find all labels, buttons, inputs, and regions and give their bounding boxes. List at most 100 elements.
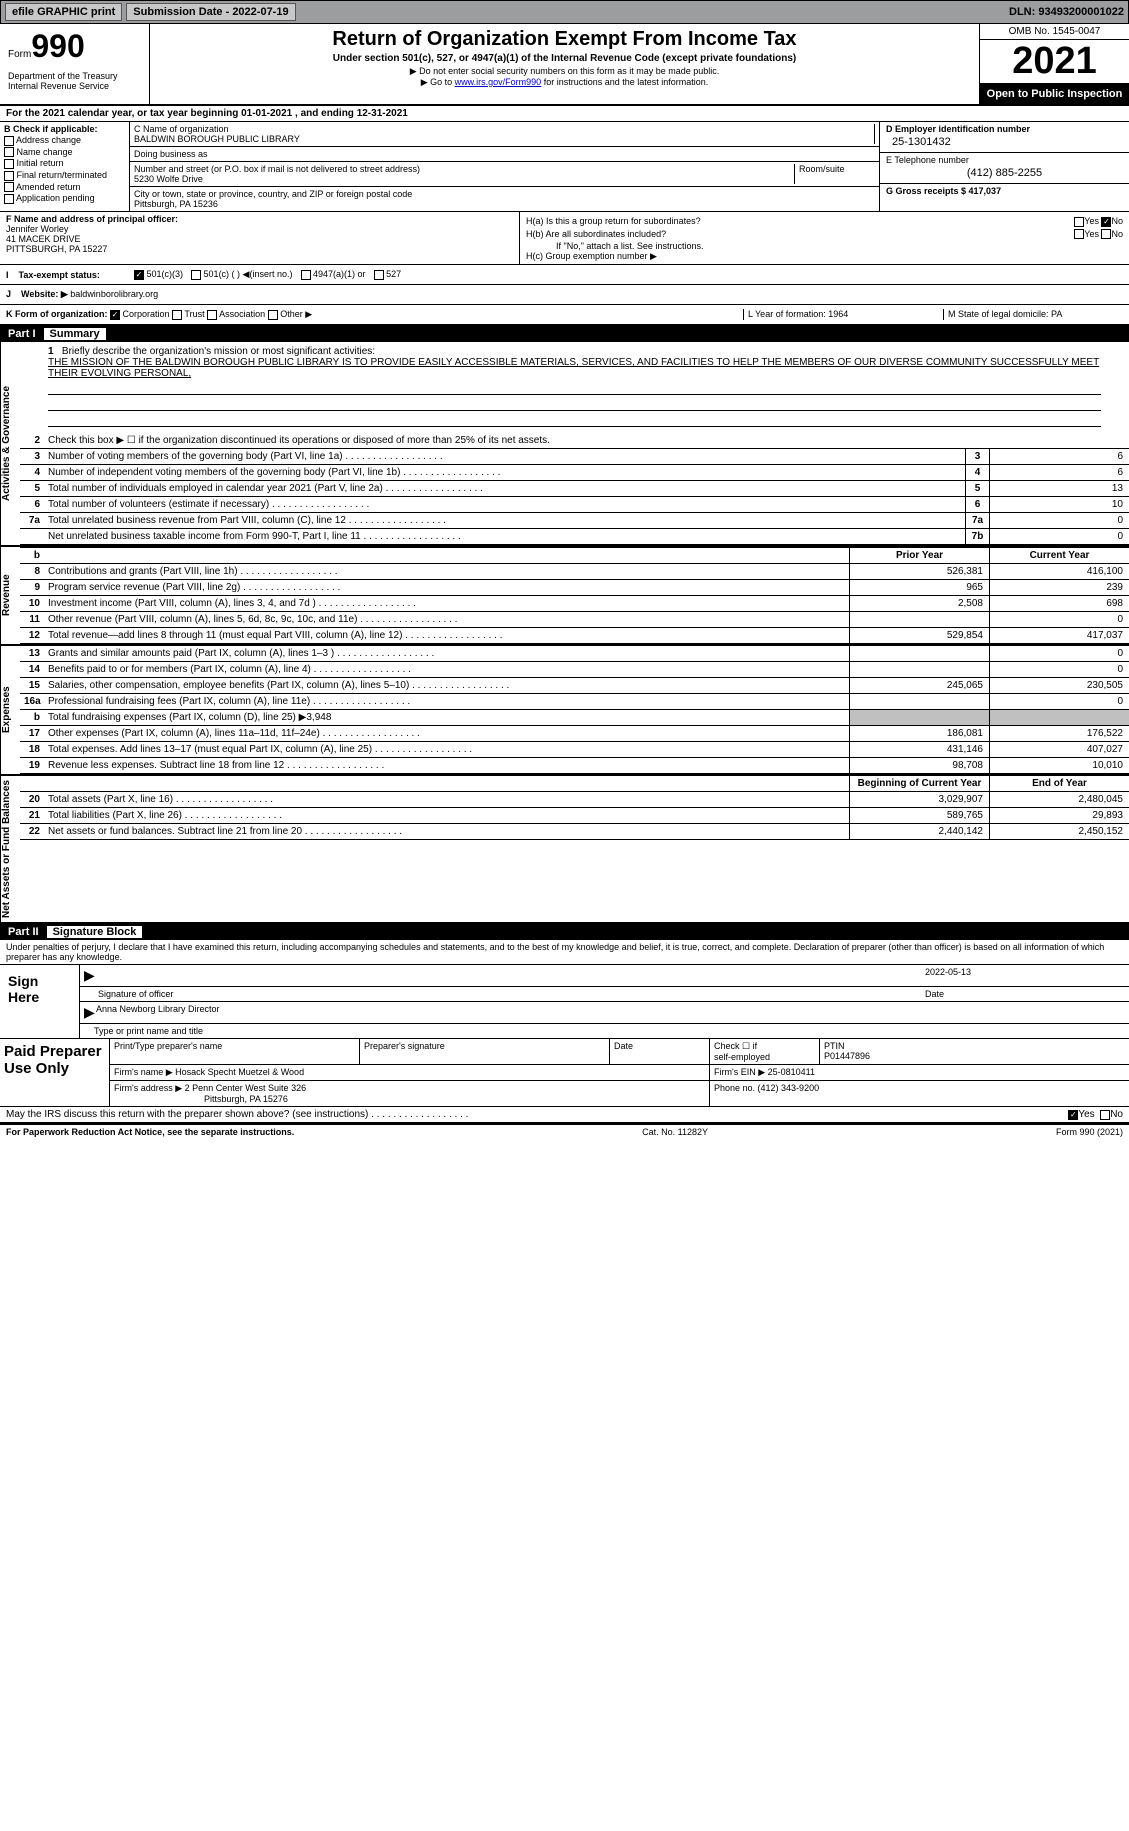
section-k: K Form of organization: ✓ Corporation Tr… — [0, 305, 1129, 326]
summary-row: 13Grants and similar amounts paid (Part … — [20, 646, 1129, 662]
section-j: J Website: ▶ baldwinborolibrary.org — [0, 285, 1129, 305]
summary-row: 11Other revenue (Part VIII, column (A), … — [20, 612, 1129, 628]
chk-initial[interactable]: Initial return — [4, 158, 125, 169]
ptin-hdr: PTINP01447896 — [820, 1039, 1129, 1064]
website-value: baldwinborolibrary.org — [70, 289, 158, 299]
irs-link[interactable]: www.irs.gov/Form990 — [455, 77, 542, 87]
chk-pending[interactable]: Application pending — [4, 193, 125, 204]
summary-row: 7aTotal unrelated business revenue from … — [20, 513, 1129, 529]
expenses-section: Expenses 13Grants and similar amounts pa… — [0, 646, 1129, 776]
part2-header: Part II Signature Block — [0, 924, 1129, 940]
prep-sig-hdr: Preparer's signature — [360, 1039, 610, 1064]
vtab-revenue: Revenue — [0, 547, 20, 644]
summary-row: 9Program service revenue (Part VIII, lin… — [20, 580, 1129, 596]
website-label: Website: ▶ — [21, 289, 68, 299]
col-b: B Check if applicable: Address change Na… — [0, 122, 130, 211]
opt-501c3[interactable]: ✓ 501(c)(3) — [134, 269, 183, 280]
summary-row: 18Total expenses. Add lines 13–17 (must … — [20, 742, 1129, 758]
summary-row: 20Total assets (Part X, line 16)3,029,90… — [20, 792, 1129, 808]
col-h: H(a) Is this a group return for subordin… — [520, 212, 1129, 264]
footer-mid: Cat. No. 11282Y — [642, 1127, 708, 1137]
summary-row: 5Total number of individuals employed in… — [20, 481, 1129, 497]
header-right: OMB No. 1545-0047 2021 Open to Public In… — [979, 24, 1129, 104]
summary-row: 15Salaries, other compensation, employee… — [20, 678, 1129, 694]
name-label: C Name of organization — [134, 124, 870, 134]
chk-name[interactable]: Name change — [4, 147, 125, 158]
vtab-expenses: Expenses — [0, 646, 20, 774]
vtab-netassets: Net Assets or Fund Balances — [0, 776, 20, 922]
dln: DLN: 93493200001022 — [1009, 6, 1124, 18]
part1-header: Part I Summary — [0, 326, 1129, 342]
chk-amended[interactable]: Amended return — [4, 182, 125, 193]
omb-number: OMB No. 1545-0047 — [980, 24, 1129, 40]
city-value: Pittsburgh, PA 15236 — [134, 199, 875, 209]
ein-value: 25-1301432 — [886, 134, 1123, 150]
form-header: Form990 Department of the Treasury Inter… — [0, 24, 1129, 106]
header-subtitle: Under section 501(c), 527, or 4947(a)(1)… — [154, 53, 975, 64]
form-id-box: Form990 Department of the Treasury Inter… — [0, 24, 150, 104]
summary-row: 14Benefits paid to or for members (Part … — [20, 662, 1129, 678]
org-name: BALDWIN BOROUGH PUBLIC LIBRARY — [134, 134, 870, 144]
summary-row: 19Revenue less expenses. Subtract line 1… — [20, 758, 1129, 774]
summary-row: 16aProfessional fundraising fees (Part I… — [20, 694, 1129, 710]
summary-row: 10Investment income (Part VIII, column (… — [20, 596, 1129, 612]
part1-label: Part I — [0, 326, 44, 342]
signature-declaration: Under penalties of perjury, I declare th… — [0, 940, 1129, 964]
summary-row: 6Total number of volunteers (estimate if… — [20, 497, 1129, 513]
discuss-no[interactable]: No — [1100, 1109, 1123, 1120]
opt-501c[interactable]: 501(c) ( ) ◀(insert no.) — [191, 269, 292, 280]
hb-label: H(b) Are all subordinates included? — [526, 229, 666, 240]
prep-name-hdr: Print/Type preparer's name — [110, 1039, 360, 1064]
efile-button[interactable]: efile GRAPHIC print — [5, 3, 122, 21]
chk-address[interactable]: Address change — [4, 135, 125, 146]
k-label: K Form of organization: — [6, 309, 108, 319]
footer-right: Form 990 (2021) — [1056, 1127, 1123, 1137]
summary-row: 3Number of voting members of the governi… — [20, 449, 1129, 465]
submission-date: Submission Date - 2022-07-19 — [126, 3, 295, 21]
paid-preparer-row: Paid Preparer Use Only Print/Type prepar… — [0, 1038, 1129, 1106]
section-i: I Tax-exempt status: ✓ 501(c)(3) 501(c) … — [0, 265, 1129, 285]
col-d: D Employer identification number 25-1301… — [879, 122, 1129, 211]
form-label: Form — [8, 49, 31, 60]
line-a: For the 2021 calendar year, or tax year … — [0, 106, 1129, 122]
hc-label: H(c) Group exemption number ▶ — [526, 251, 1123, 262]
col-f: F Name and address of principal officer:… — [0, 212, 520, 264]
paid-preparer-label: Paid Preparer Use Only — [0, 1039, 110, 1106]
summary-row: 21Total liabilities (Part X, line 26)589… — [20, 808, 1129, 824]
officer-name: Jennifer Worley — [6, 224, 513, 234]
opt-trust[interactable]: Trust — [172, 309, 205, 319]
note2-post: for instructions and the latest informat… — [541, 77, 708, 87]
ein-label: D Employer identification number — [886, 124, 1123, 134]
form-number: 990 — [31, 28, 84, 64]
part2-title: Signature Block — [47, 926, 143, 938]
header-center: Return of Organization Exempt From Incom… — [150, 24, 979, 104]
summary-row: 4Number of independent voting members of… — [20, 465, 1129, 481]
opt-527[interactable]: 527 — [374, 269, 402, 280]
page-footer: For Paperwork Reduction Act Notice, see … — [0, 1123, 1129, 1139]
summary-row: 8Contributions and grants (Part VIII, li… — [20, 564, 1129, 580]
opt-corp[interactable]: ✓ Corporation — [110, 309, 170, 319]
discuss-yes[interactable]: ✓Yes — [1068, 1109, 1094, 1120]
opt-assoc[interactable]: Association — [207, 309, 265, 319]
part2-label: Part II — [0, 924, 47, 940]
gross-receipts: G Gross receipts $ 417,037 — [880, 184, 1129, 198]
officer-addr2: PITTSBURGH, PA 15227 — [6, 244, 513, 254]
firm-ein: Firm's EIN ▶ 25-0810411 — [710, 1065, 1129, 1080]
street-address: 5230 Wolfe Drive — [134, 174, 790, 184]
hb-answers: Yes No — [1074, 229, 1123, 240]
firm-address: Firm's address ▶ 2 Penn Center West Suit… — [110, 1081, 710, 1106]
addr-label: Number and street (or P.O. box if mail i… — [134, 164, 790, 174]
firm-name: Firm's name ▶ Hosack Specht Muetzel & Wo… — [110, 1065, 710, 1080]
officer-addr1: 41 MACEK DRIVE — [6, 234, 513, 244]
tax-year: 2021 — [980, 40, 1129, 84]
opt-other[interactable]: Other ▶ — [268, 309, 312, 319]
summary-row: 17Other expenses (Part IX, column (A), l… — [20, 726, 1129, 742]
chk-final[interactable]: Final return/terminated — [4, 170, 125, 181]
hb-note: If "No," attach a list. See instructions… — [526, 241, 1123, 251]
phone-value: (412) 885-2255 — [886, 165, 1123, 181]
sign-here-label: Sign Here — [0, 965, 80, 1038]
room-label: Room/suite — [795, 164, 875, 184]
prior-year-hdr: Prior Year — [849, 548, 989, 563]
summary-row: 2Check this box ▶ ☐ if the organization … — [20, 433, 1129, 449]
opt-4947[interactable]: 4947(a)(1) or — [301, 269, 366, 280]
